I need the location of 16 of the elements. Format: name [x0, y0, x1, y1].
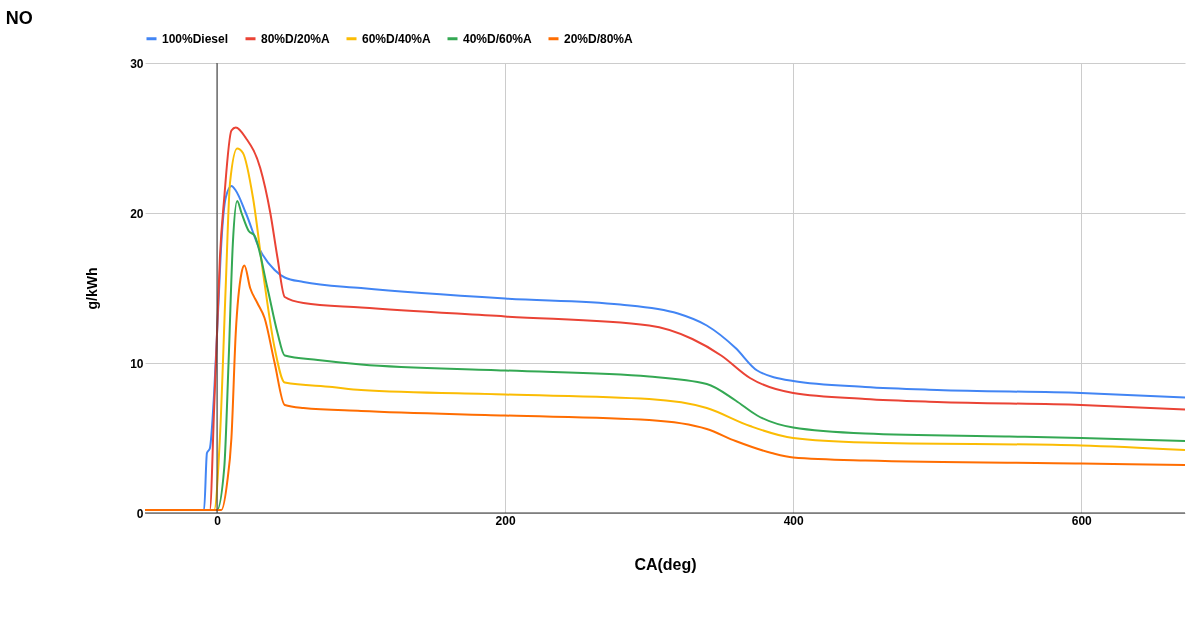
- x-tick-label: 400: [783, 513, 805, 528]
- x-tick-label: 0: [214, 513, 222, 528]
- y-tick-label: 20: [130, 206, 144, 221]
- legend-label: 60%D/40%A: [362, 31, 432, 46]
- y-axis-title: g/kWh: [84, 267, 101, 310]
- legend-label: 20%D/80%A: [564, 31, 634, 46]
- legend-label: 100%Diesel: [162, 31, 229, 46]
- legend-label: 80%D/20%A: [261, 31, 331, 46]
- legend-label: 40%D/60%A: [463, 31, 533, 46]
- chart-title: NO: [5, 8, 33, 28]
- y-tick-label: 10: [130, 356, 144, 371]
- line-series: [144, 264, 1186, 511]
- x-tick-label: 200: [495, 513, 516, 528]
- x-axis-title: CA(deg): [634, 555, 697, 573]
- x-tick-label: 600: [1071, 513, 1093, 528]
- y-tick-label: 30: [130, 56, 144, 71]
